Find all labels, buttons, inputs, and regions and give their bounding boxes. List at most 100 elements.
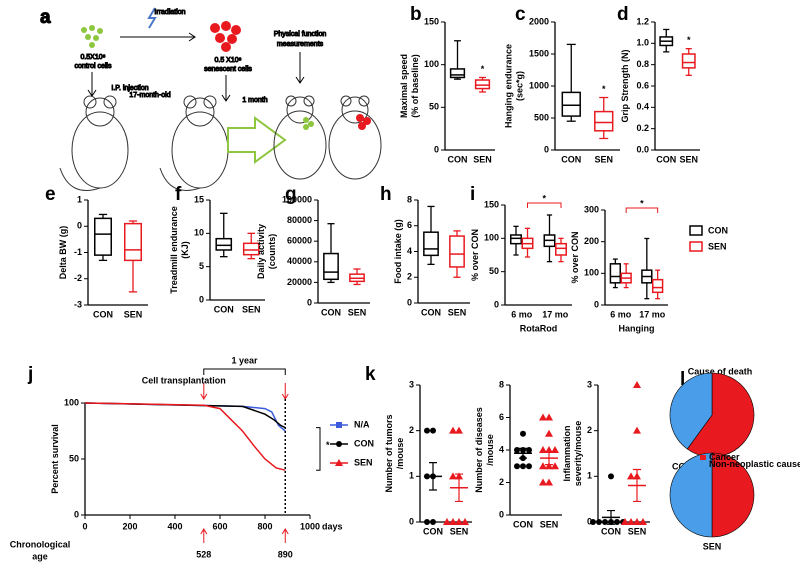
point <box>430 519 436 525</box>
point <box>514 447 520 453</box>
legend-label: SEN <box>354 457 373 467</box>
panel-letter: c <box>515 4 526 25</box>
x-tick-label: CON <box>448 154 468 164</box>
y-tick-label: 0.2 <box>636 123 649 133</box>
x-tick-label: CON <box>423 526 443 536</box>
y-tick-label: -1 <box>74 247 82 257</box>
y-tick-label: 3 <box>587 379 592 389</box>
y-tick-label: 2 <box>587 425 592 435</box>
span-bracket <box>203 368 286 375</box>
error-bar <box>455 473 463 503</box>
box <box>594 110 614 132</box>
control-count: 0.5X10⁶ <box>80 54 105 61</box>
y-tick-label: 0 <box>587 516 592 526</box>
point <box>539 462 547 470</box>
measurement-label: measurements <box>277 41 324 48</box>
point <box>461 518 469 525</box>
y-tick-label: 0 <box>499 509 504 519</box>
x-tick-label: 17 mo <box>639 309 666 319</box>
x-tick-label: SEN <box>448 307 467 317</box>
x-tick-label: CON <box>421 307 441 317</box>
point <box>639 518 647 525</box>
point <box>430 427 436 434</box>
y-axis-label: Daily activity <box>256 224 266 279</box>
y-tick-label: 60000 <box>287 236 312 246</box>
y-axis-label: % over CON <box>470 229 480 281</box>
panel-letter: j <box>27 364 33 385</box>
point <box>520 463 526 470</box>
y-tick-label: 0.4 <box>636 102 649 112</box>
legend-label: N/A <box>354 419 370 429</box>
x-tick-label: SEN <box>679 154 698 164</box>
y-tick-label: 1.0 <box>636 38 649 48</box>
y-axis-label: Treadmill endurance <box>169 206 179 294</box>
point <box>539 413 547 421</box>
point <box>520 430 526 437</box>
x-tick-label: CON <box>214 304 234 314</box>
y-axis-label: % over CON <box>570 231 580 283</box>
legend-swatch <box>689 241 703 252</box>
x-tick-label: 600 <box>212 521 227 531</box>
y-tick-label: 20000 <box>287 277 312 287</box>
significance-label: * <box>640 198 644 208</box>
x-tick-label: 200 <box>122 521 137 531</box>
point <box>608 473 614 480</box>
y-axis-label: Number of tumors <box>384 414 394 492</box>
age-arrow <box>200 528 208 543</box>
point <box>596 519 602 525</box>
y-tick-label: 100 <box>484 233 499 243</box>
y-tick-label: 1.2 <box>636 16 649 26</box>
y-tick-label: 300 <box>584 204 599 214</box>
x-tick-label: 17 mo <box>542 309 569 319</box>
y-axis-label: Hanging endurance <box>504 44 514 128</box>
significance-label: * <box>602 84 606 94</box>
point <box>545 413 553 421</box>
legend-swatch <box>700 455 706 460</box>
error-bar <box>633 468 641 503</box>
y-tick-label: 40000 <box>287 256 312 266</box>
panel-letter: k <box>365 364 376 385</box>
y-tick-label: 150 <box>484 199 499 209</box>
age-label: 528 <box>196 549 211 559</box>
x-axis-label: RotaRod <box>520 323 558 333</box>
point <box>449 472 457 480</box>
point <box>539 478 547 486</box>
span-label: 1 year <box>232 355 259 365</box>
y-tick-label: 0 <box>544 144 549 154</box>
x-tick-label: 800 <box>257 521 272 531</box>
panel-letter: l <box>680 369 685 390</box>
panel-a: a 0.5X10⁶ control cells Irradiation 0.5 … <box>40 7 382 191</box>
y-tick-label: 0 <box>407 297 412 307</box>
y-tick-label: 1 <box>77 194 82 204</box>
y-axis-label: (counts) <box>267 234 277 270</box>
survival-line <box>84 402 286 429</box>
point <box>545 462 553 470</box>
box <box>609 263 622 284</box>
box <box>94 217 112 256</box>
pie-slice <box>669 452 713 538</box>
y-tick-label: 0 <box>307 297 312 307</box>
box <box>510 234 522 245</box>
x-tick-label: CON <box>601 526 621 536</box>
y-tick-label: 2 <box>409 425 414 435</box>
x-tick-label: SEN <box>473 154 492 164</box>
y-tick-label: 0 <box>409 516 414 526</box>
age-axis-label: Chronological <box>10 539 71 549</box>
y-axis-label: /mouse <box>395 438 405 470</box>
significance-label: * <box>543 193 547 203</box>
error-bar <box>519 447 527 459</box>
age-axis-label: age <box>32 551 48 561</box>
y-axis-label: Maximal speed <box>399 54 409 118</box>
panel-letter: b <box>410 4 422 25</box>
x-tick-label: CON <box>656 154 676 164</box>
y-tick-label: 1 <box>587 471 592 481</box>
significance-bracket <box>527 202 562 208</box>
y-tick-label: 6 <box>407 220 412 230</box>
measurement-label: Physical function <box>274 31 327 38</box>
senescent-label: senescent cells <box>204 66 252 73</box>
point <box>614 519 620 525</box>
y-tick-label: 0 <box>594 299 599 309</box>
y-tick-label: 100 <box>64 397 79 407</box>
box <box>555 242 567 256</box>
y-tick-label: 0.8 <box>636 59 649 69</box>
